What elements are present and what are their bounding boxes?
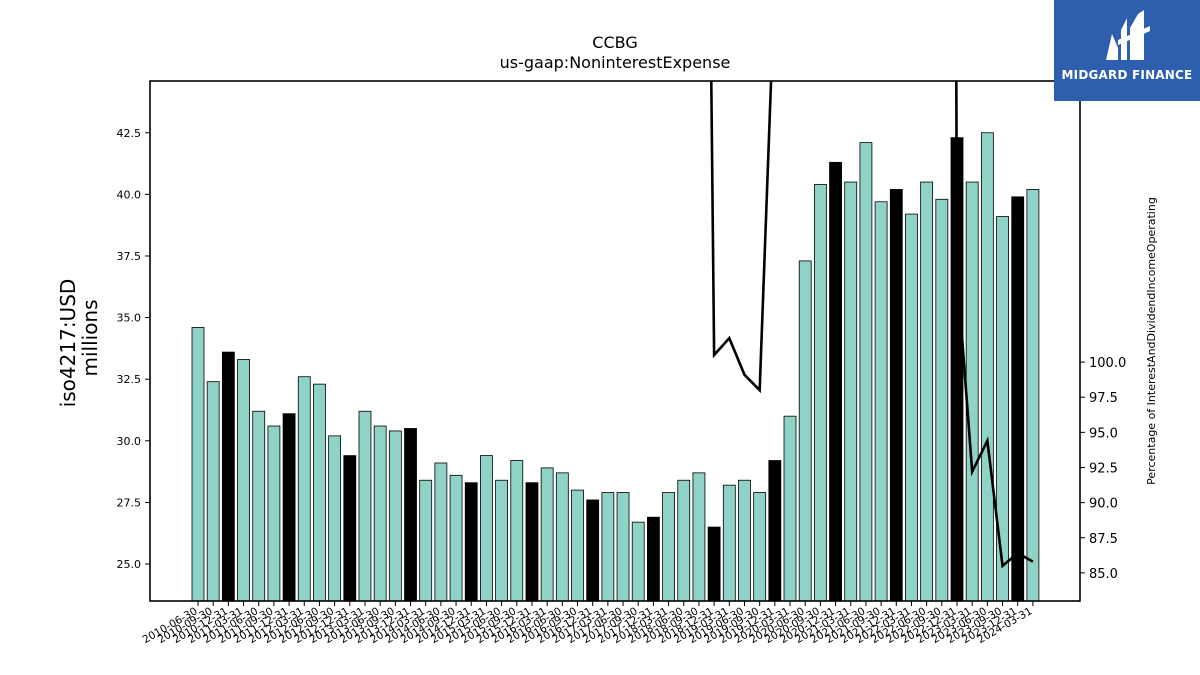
bar-2018-06-30: [677, 479, 691, 602]
y-tick-label: 35.0: [117, 312, 142, 325]
bar-2015-09-30: [510, 460, 524, 602]
bar-2011-06-30: [252, 410, 266, 602]
bar-2012-03-31: [297, 376, 311, 602]
bar-2012-12-31: [343, 455, 357, 602]
bar-2012-06-30: [313, 383, 326, 602]
bar-2017-03-31: [601, 492, 615, 602]
bar-2019-09-30: [753, 492, 767, 602]
ratio-line-segment-2: [955, 81, 1034, 569]
bar-2016-12-31: [586, 499, 600, 602]
bar-2016-09-30: [571, 489, 584, 602]
y-tick-label: 42.5: [117, 127, 142, 140]
bar-2014-12-31: [464, 482, 478, 602]
bar-2021-12-31: [889, 189, 903, 602]
bar-2023-06-30: [980, 132, 994, 602]
ratio-line-segment-1: [709, 81, 773, 394]
bar-2018-09-30: [692, 472, 706, 602]
bar-2019-06-30: [738, 479, 751, 602]
y-tick-label: 27.5: [117, 496, 142, 509]
bar-2020-12-31: [829, 161, 842, 602]
ratio-line-layer: [709, 81, 1034, 569]
y2-axis-label: Percentage of InterestAndDividendIncomeO…: [1145, 197, 1158, 485]
bar-2024-03-31: [1026, 189, 1040, 602]
chart-subtitle: us-gaap:NoninterestExpense: [500, 53, 731, 72]
bar-2010-09-30: [206, 381, 220, 602]
bar-2019-12-31: [768, 460, 782, 602]
bar-2010-12-31: [221, 351, 235, 602]
bar-2021-06-30: [859, 142, 873, 602]
bar-2022-06-30: [920, 181, 934, 602]
bar-2015-03-31: [480, 455, 493, 602]
bar-2010-06-30: [191, 327, 205, 602]
bar-2014-06-30: [434, 462, 448, 602]
ratio-line-group: [709, 81, 1034, 569]
y2-tick-label: 85.0: [1089, 567, 1118, 582]
bar-2020-03-31: [783, 415, 797, 602]
y-tick-label: 30.0: [117, 435, 142, 448]
bar-2021-03-31: [844, 181, 858, 602]
bar-2016-06-30: [555, 472, 569, 602]
bar-2016-03-31: [540, 467, 554, 602]
bar-2015-12-31: [525, 482, 539, 602]
plot-frame: [149, 80, 1081, 602]
y-tick-label: 40.0: [117, 188, 142, 201]
bar-2014-03-31: [419, 479, 433, 602]
y2-tick-label: 95.0: [1089, 426, 1118, 441]
bar-2021-09-30: [874, 201, 888, 602]
bar-2013-12-31: [404, 428, 417, 602]
bar-2019-03-31: [722, 484, 736, 602]
bar-2011-09-30: [267, 425, 281, 602]
bar-2015-06-30: [495, 479, 509, 602]
bar-2013-06-30: [373, 425, 387, 602]
bar-2020-09-30: [813, 184, 827, 602]
y2-tick-label: 92.5: [1089, 461, 1118, 476]
axes: 25.0 27.5 30.0 32.5 35.0 37.5 40.0 42.5 85.0 87.5…: [117, 80, 1126, 646]
bar-2011-12-31: [282, 413, 296, 602]
chart-title: CCBG: [592, 33, 637, 52]
bar-2014-09-30: [449, 474, 463, 602]
bar-2017-06-30: [616, 492, 630, 602]
brand-name: MIDGARD FINANCE: [1061, 68, 1193, 82]
y2-tick-label: 100.0: [1089, 356, 1126, 371]
bar-2023-12-31: [1011, 196, 1025, 602]
bar-2018-03-31: [662, 492, 675, 602]
y-axis-label-line2: millions: [78, 299, 102, 376]
bar-2013-09-30: [388, 430, 402, 602]
y-axis-label-line1: iso4217:USD: [56, 279, 80, 408]
bar-2017-12-31: [647, 516, 660, 602]
bar-2018-12-31: [707, 526, 721, 602]
bar-2023-09-30: [996, 216, 1009, 602]
bar-2022-09-30: [935, 198, 949, 602]
y-tick-label: 37.5: [117, 250, 142, 263]
logo-mark-icon: [1106, 10, 1150, 60]
bar-2013-03-31: [358, 410, 372, 602]
brand-logo: MIDGARD FINANCE: [1054, 0, 1200, 101]
bar-group: [191, 132, 1040, 602]
y2-tick-label: 87.5: [1089, 532, 1118, 547]
bar-2023-03-31: [965, 181, 979, 602]
bar-2022-03-31: [905, 213, 918, 602]
y2-tick-label: 97.5: [1089, 391, 1118, 406]
bar-2011-03-31: [237, 359, 250, 602]
bar-2012-09-30: [328, 435, 342, 602]
bar-2017-09-30: [631, 521, 645, 602]
y-tick-label: 25.0: [117, 558, 142, 571]
y2-tick-label: 90.0: [1089, 497, 1118, 512]
bar-2020-06-30: [798, 260, 812, 602]
y-tick-label: 32.5: [117, 373, 142, 386]
